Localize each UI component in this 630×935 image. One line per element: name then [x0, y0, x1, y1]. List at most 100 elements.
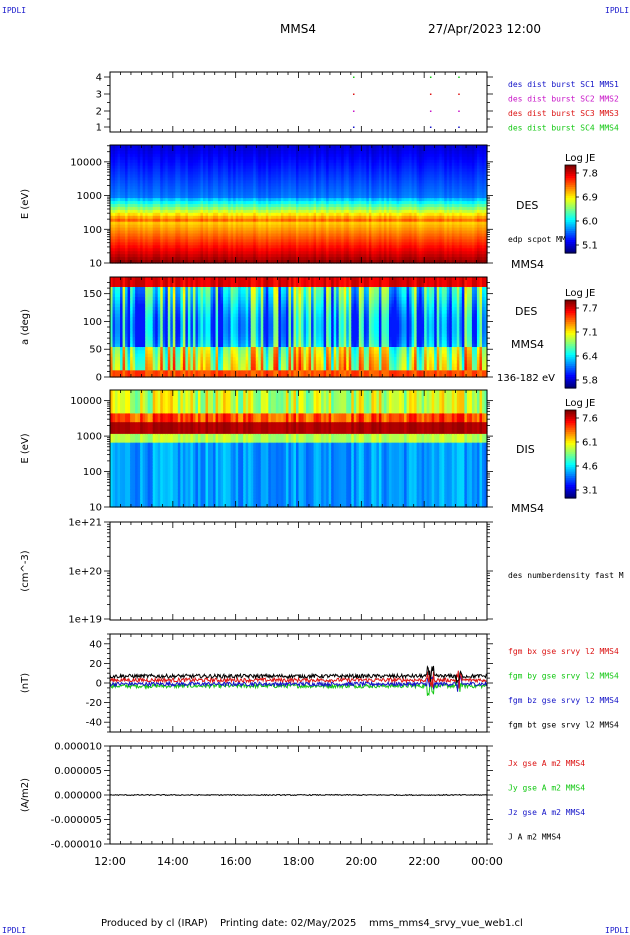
burst-legend-entry: des dist burst SC2 MMS2 [508, 95, 619, 104]
footer-produced: Produced by cl (IRAP) [101, 918, 208, 929]
time-tick-label: 20:00 [345, 855, 377, 868]
burst-marker [458, 111, 460, 113]
dis-energy-heatmap [110, 390, 488, 508]
time-tick-label: 00:00 [471, 855, 503, 868]
current-tick-label: 0.000010 [54, 742, 102, 753]
bfield-tick-label: 40 [89, 639, 102, 650]
density-tick-label: 1e+19 [68, 615, 102, 626]
time-tick-label: 14:00 [157, 855, 189, 868]
bfield-legend-entry: fgm bt gse srvy l2 MMS4 [508, 721, 619, 730]
bfield-tick-label: 20 [89, 659, 102, 670]
colorbar-title: Log JE [565, 288, 595, 299]
dis-energy-colorbar [565, 410, 576, 499]
colorbar-tick-label: 6.9 [582, 193, 598, 204]
y-axis-label: E (eV) [20, 433, 31, 463]
bfield-tick-label: 0 [96, 679, 102, 690]
density-frame [110, 522, 487, 620]
burst-y-tick-label: 3 [96, 90, 102, 101]
pitch-angle-colorbar [565, 300, 576, 389]
y-axis-label: a (deg) [20, 309, 31, 345]
burst-marker [353, 94, 355, 96]
current-tick-label: -0.000010 [51, 840, 102, 851]
pitch-angle-tick-label: 100 [83, 317, 102, 328]
des-energy-tick-label: 1000 [77, 191, 102, 202]
y-axis-label: (nT) [20, 673, 31, 693]
colorbar-tick-label: 7.8 [582, 169, 598, 180]
des-energy-heatmap [110, 145, 488, 264]
pitch-energy-range-label: 136-182 eV [497, 373, 555, 384]
des-energy-tick-label: 10 [89, 259, 102, 270]
colorbar-tick-label: 5.8 [582, 376, 598, 387]
pitch-angle-tick-label: 0 [96, 373, 102, 384]
time-tick-label: 16:00 [220, 855, 252, 868]
density-tick-label: 1e+20 [68, 567, 102, 578]
burst-marker [353, 111, 355, 113]
y-axis-label: (A/m2) [20, 778, 31, 812]
des-energy-tick-label: 100 [83, 225, 102, 236]
pitch-angle-tick-label: 50 [89, 345, 102, 356]
dis-energy-tick-label: 100 [83, 467, 102, 478]
dis-label: DIS [516, 443, 535, 456]
colorbar-tick-label: 6.1 [582, 438, 598, 449]
mms4-label: MMS4 [511, 258, 544, 271]
burst-marker [458, 94, 460, 96]
dis-energy-tick-label: 10 [89, 503, 102, 514]
burst-legend-entry: des dist burst SC3 MMS3 [508, 109, 619, 118]
dis-energy-tick-label: 10000 [70, 396, 102, 407]
current-legend-entry: Jz gse A m2 MMS4 [508, 808, 585, 817]
burst-marker [430, 127, 432, 129]
bfield-legend-entry: fgm by gse srvy l2 MMS4 [508, 672, 619, 681]
time-tick-label: 22:00 [408, 855, 440, 868]
burst-y-tick-label: 1 [96, 123, 102, 134]
pitch-mms4-label: MMS4 [511, 338, 544, 351]
colorbar-tick-label: 4.6 [582, 462, 598, 473]
burst-marker [353, 127, 355, 129]
current-legend-entry: Jx gse A m2 MMS4 [508, 759, 585, 768]
bfield-legend-entry: fgm bz gse srvy l2 MMS4 [508, 696, 619, 705]
colorbar-tick-label: 7.7 [582, 304, 598, 315]
time-tick-label: 18:00 [283, 855, 315, 868]
burst-marker [353, 77, 355, 79]
des-label: DES [516, 199, 538, 212]
burst-marker [458, 127, 460, 129]
bfield-tick-label: -40 [86, 718, 102, 729]
colorbar-tick-label: 7.6 [582, 414, 598, 425]
burst-legend-entry: des dist burst SC4 MMS4 [508, 124, 619, 133]
burst-marker [430, 94, 432, 96]
colorbar-tick-label: 6.0 [582, 217, 598, 228]
colorbar-tick-label: 5.1 [582, 241, 598, 252]
burst-y-tick-label: 2 [96, 107, 102, 118]
current-tick-label: -0.000005 [51, 815, 102, 826]
y-axis-label: (cm^-3) [20, 550, 31, 591]
burst-legend-entry: des dist burst SC1 MMS1 [508, 80, 619, 89]
density-legend-entry: des numberdensity fast M [508, 571, 624, 580]
des-energy-tick-label: 10000 [70, 157, 102, 168]
bfield-tick-label: -20 [86, 698, 102, 709]
colorbar-title: Log JE [565, 398, 595, 409]
burst-y-tick-label: 4 [96, 73, 102, 84]
burst-panel-frame [110, 72, 487, 132]
des-energy-colorbar [565, 165, 576, 254]
pitch-des-label: DES [515, 305, 537, 318]
current-legend-entry: Jy gse A m2 MMS4 [508, 784, 585, 793]
dis-mms4-label: MMS4 [511, 502, 544, 515]
pitch-angle-heatmap [110, 277, 488, 378]
bfield-legend-entry: fgm bx gse srvy l2 MMS4 [508, 647, 619, 656]
density-tick-label: 1e+21 [68, 518, 102, 529]
colorbar-title: Log JE [565, 153, 595, 164]
pitch-angle-tick-label: 150 [83, 289, 102, 300]
burst-marker [458, 77, 460, 79]
colorbar-tick-label: 7.1 [582, 328, 598, 339]
footer-file-name: mms_mms4_srvy_vue_web1.cl [369, 918, 523, 929]
y-axis-label: E (eV) [20, 189, 31, 219]
burst-marker [430, 77, 432, 79]
time-tick-label: 12:00 [94, 855, 126, 868]
colorbar-tick-label: 6.4 [582, 352, 598, 363]
burst-marker [430, 111, 432, 113]
current-density-line [110, 795, 487, 796]
current-tick-label: 0.000005 [54, 766, 102, 777]
current-legend-entry: J A m2 MMS4 [508, 833, 561, 842]
dis-energy-tick-label: 1000 [77, 432, 102, 443]
colorbar-tick-label: 3.1 [582, 486, 598, 497]
